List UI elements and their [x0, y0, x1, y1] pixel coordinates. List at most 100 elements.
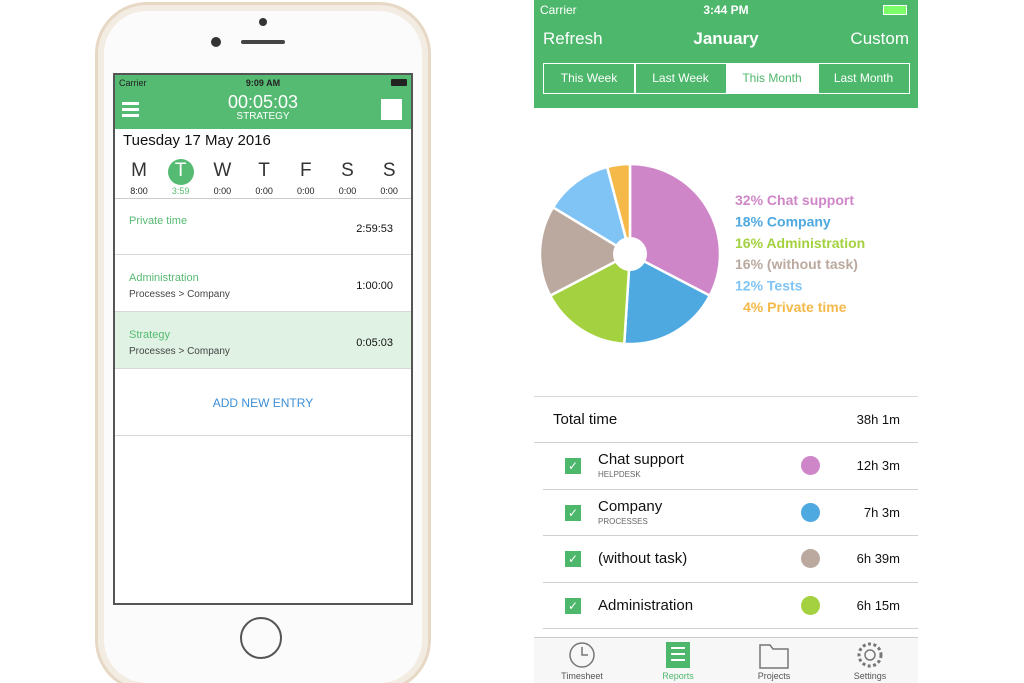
- day-letter[interactable]: T: [174, 160, 187, 181]
- legend-value: 12%: [735, 278, 764, 294]
- task-time: 6h 39m: [856, 551, 900, 566]
- legend-name: Company: [767, 213, 831, 229]
- camera: [211, 37, 221, 47]
- legend-name: Private time: [767, 299, 847, 315]
- day-letter[interactable]: S: [382, 160, 396, 181]
- day-time: 0:00: [255, 186, 273, 196]
- sensor: [259, 18, 267, 26]
- divider: [115, 254, 411, 255]
- folder-icon: [759, 644, 789, 669]
- segment[interactable]: Last Month: [817, 63, 910, 94]
- day-time: 8:00: [130, 186, 148, 196]
- task-name: Company: [598, 497, 663, 515]
- carrier: Carrier: [540, 3, 577, 17]
- divider: [115, 311, 411, 312]
- day-time: 0:00: [380, 186, 398, 196]
- total-label: Total time: [553, 411, 618, 428]
- color-dot: [801, 456, 820, 475]
- day-letter[interactable]: W: [213, 160, 232, 181]
- legend-value: 16%: [735, 256, 764, 272]
- tab-bar-border: [534, 637, 918, 638]
- date: Tuesday 17 May 2016: [123, 132, 271, 149]
- day-time: 0:00: [297, 186, 315, 196]
- entry-name[interactable]: Strategy: [129, 329, 170, 341]
- day-letter[interactable]: M: [131, 160, 147, 181]
- segment[interactable]: This Week: [543, 63, 635, 94]
- divider: [115, 198, 411, 199]
- task-name: (without task): [598, 550, 688, 567]
- color-dot: [801, 502, 820, 522]
- header: Carrier 9:09 AM 00:05:03 STRATEGY: [115, 75, 411, 129]
- battery: [391, 79, 407, 86]
- entry-duration: 0:05:03: [356, 337, 393, 349]
- nav-right[interactable]: Custom: [850, 29, 909, 48]
- legend-entry: 16% (without task): [735, 256, 858, 272]
- legend-value: 16%: [735, 235, 764, 251]
- add-entry[interactable]: ADD NEW ENTRY: [212, 396, 314, 410]
- entry-path: Processes > Company: [129, 289, 230, 300]
- pie-slice: [538, 205, 633, 298]
- battery: [883, 5, 907, 15]
- legend-entry: 16% Administration: [735, 235, 865, 251]
- tab-label[interactable]: Settings: [853, 671, 887, 681]
- clock-icon: [569, 642, 595, 668]
- clock-hands: [581, 647, 588, 656]
- segment[interactable]: Last Week: [634, 63, 727, 94]
- entry-duration: 2:59:53: [356, 223, 393, 235]
- legend-name: Chat support: [767, 192, 854, 208]
- stop-button[interactable]: [381, 99, 402, 120]
- tab-label[interactable]: Timesheet: [561, 671, 603, 681]
- segment[interactable]: This Month: [726, 63, 818, 94]
- pie-slice: [622, 252, 712, 346]
- pie-hole: [613, 237, 647, 271]
- speaker: [241, 40, 285, 44]
- checkbox[interactable]: ✓: [565, 458, 581, 474]
- day-letter[interactable]: F: [299, 160, 312, 181]
- menu-icon[interactable]: [122, 102, 139, 105]
- entry-name[interactable]: Administration: [129, 272, 199, 284]
- task-group: PROCESSES: [598, 516, 648, 526]
- day-letter[interactable]: T: [258, 160, 270, 181]
- status-time: 3:44 PM: [703, 3, 749, 17]
- legend-name: Administration: [766, 235, 865, 251]
- task-time: 12h 3m: [856, 458, 900, 473]
- task-time: 6h 15m: [856, 597, 900, 613]
- phone-screen: Carrier 9:09 AM 00:05:03 STRATEGY Tuesda…: [113, 73, 413, 605]
- tab-icons: [569, 642, 883, 669]
- legend-value: 32%: [735, 192, 764, 208]
- reports-lines: [671, 647, 685, 661]
- legend-value: 18%: [735, 213, 764, 229]
- divider: [534, 442, 918, 443]
- legend-name: Tests: [767, 278, 803, 294]
- task: STRATEGY: [236, 111, 290, 122]
- home-button[interactable]: [240, 617, 282, 659]
- day-selected: [167, 159, 194, 185]
- day-letter[interactable]: S: [341, 160, 354, 181]
- divider: [543, 628, 918, 629]
- nav-left[interactable]: Refresh: [543, 29, 603, 48]
- entry-name[interactable]: Private time: [129, 215, 188, 227]
- legend-entry: 4% Private time: [743, 299, 847, 315]
- tab-label[interactable]: Projects: [757, 671, 791, 681]
- divider: [115, 435, 411, 436]
- checkbox[interactable]: ✓: [565, 504, 581, 521]
- timer: 00:05:03: [227, 92, 299, 112]
- pie-slice: [548, 251, 632, 346]
- status-time: 9:09 AM: [245, 78, 281, 88]
- tab-bar: [534, 638, 918, 683]
- checkbox[interactable]: ✓: [565, 551, 581, 567]
- divider: [543, 535, 918, 536]
- divider: [115, 368, 411, 369]
- tab-label[interactable]: Reports: [662, 671, 694, 681]
- divider: [543, 488, 918, 490]
- day-time: 0:00: [213, 186, 232, 196]
- nav-title: January: [693, 29, 759, 48]
- carrier: Carrier: [119, 78, 147, 88]
- pie-slice: [551, 165, 632, 257]
- legend-entry: 18% Company: [735, 213, 831, 229]
- selected-row: [115, 312, 411, 368]
- checkbox[interactable]: ✓: [565, 597, 581, 614]
- task-name: Administration: [598, 596, 694, 614]
